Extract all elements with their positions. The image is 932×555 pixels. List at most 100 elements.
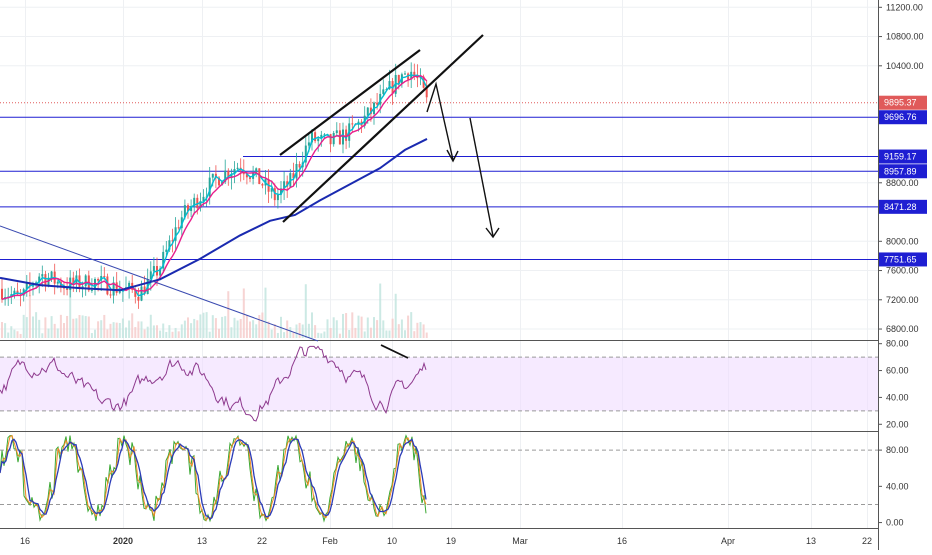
volume-bar (348, 330, 351, 338)
volume-bar (44, 317, 47, 338)
last-price-tag-bg (879, 95, 927, 110)
candle-body (298, 164, 301, 168)
volume-bar (72, 318, 75, 338)
level-tag: 8957.89 (884, 166, 917, 176)
candle-body (13, 290, 16, 295)
level-tag: 9159.17 (884, 152, 917, 162)
rsi-band-fill (0, 357, 878, 411)
volume-bar (379, 283, 382, 338)
candle-body (193, 197, 196, 206)
projection-arrow-2-head (485, 227, 500, 239)
volume-bar (236, 320, 239, 338)
time-tick-label: 13 (806, 536, 816, 546)
candle-body (317, 138, 320, 142)
volume-bar (283, 332, 286, 338)
candle-body (159, 268, 162, 276)
volume-bar (121, 318, 124, 338)
volume-bar (270, 329, 273, 338)
volume-bar (115, 322, 118, 338)
volume-bar (4, 323, 7, 338)
candle-body (208, 177, 211, 197)
volume-bar (258, 315, 261, 338)
candle-body (183, 205, 186, 218)
volume-bar (345, 313, 348, 338)
candle-body (335, 130, 338, 133)
volume-bar (28, 295, 31, 338)
volume-bar (149, 314, 152, 338)
volume-bar (10, 326, 13, 338)
volume-bar (425, 332, 428, 338)
volume-bar (404, 330, 406, 338)
candle-body (84, 275, 87, 287)
rsi-tick-label: 60.00 (886, 366, 909, 376)
volume-bar (66, 315, 69, 338)
candle-body (270, 188, 273, 192)
time-tick-label: 16 (20, 536, 30, 546)
stochastic-series (0, 434, 878, 523)
level-tag: 8471.28 (884, 202, 917, 212)
stoch-tick-label: 0.00 (886, 518, 904, 528)
volume-bar (304, 284, 307, 338)
rsi-line (0, 345, 427, 422)
candle-body (332, 132, 335, 145)
volume-bar (221, 316, 224, 338)
time-tick-label: Feb (322, 536, 338, 546)
level-tag-bg (879, 164, 927, 179)
volume-bar (118, 323, 121, 338)
volume-bar (267, 321, 270, 338)
candle-body (128, 282, 131, 288)
volume-bar (177, 331, 180, 338)
candle-body (255, 168, 258, 173)
stoch-tick-label: 40.00 (886, 481, 909, 491)
volume-bar (180, 324, 183, 338)
candle-body (273, 188, 276, 201)
candle-body (109, 294, 112, 296)
candle-body (25, 283, 28, 290)
horizontal-levels (0, 102, 878, 260)
volume-bar (332, 317, 335, 338)
volume-bar (342, 313, 344, 338)
volume-bar (239, 319, 242, 338)
volume-bar (87, 316, 90, 338)
volume-bar (242, 288, 245, 338)
price-tick-label: 10400.00 (886, 61, 924, 71)
volume-bar (261, 312, 264, 338)
volume-bar (152, 325, 155, 338)
volume-bar (143, 329, 146, 338)
candle-body (97, 278, 100, 281)
candle-body (50, 271, 53, 278)
level-tag-bg (879, 149, 927, 164)
volume-bar (97, 321, 100, 338)
volume-bar (391, 318, 394, 338)
candle-body (376, 102, 379, 105)
slow-d-line (0, 438, 427, 520)
volume-bar (230, 327, 233, 338)
candle-body (261, 184, 264, 186)
candle-body (307, 142, 310, 146)
volume-bar (351, 312, 354, 338)
volume-bar (94, 329, 96, 338)
candle-body (286, 181, 289, 187)
candle-body (1, 288, 3, 300)
pane-separators (0, 0, 879, 550)
volume-bar (416, 322, 419, 338)
volume-bar (190, 323, 193, 338)
volume-bar (400, 319, 403, 338)
volume-bar (13, 329, 16, 338)
candle-body (413, 71, 416, 76)
rsi-tick-label: 20.00 (886, 419, 909, 429)
volume-bar (41, 333, 44, 338)
slow-ma-line (0, 138, 428, 292)
candle-body (63, 287, 65, 289)
candle-body (162, 251, 165, 269)
candle-body (106, 276, 109, 295)
volume-bar (273, 324, 276, 338)
level-tag: 9696.76 (884, 112, 917, 122)
volume-bar (134, 327, 137, 338)
volume-bar (382, 320, 385, 338)
rsi-tick-label: 40.00 (886, 392, 909, 402)
time-tick-label: 2020 (113, 536, 133, 546)
candle-body (218, 177, 220, 186)
volume-bar (357, 315, 360, 338)
